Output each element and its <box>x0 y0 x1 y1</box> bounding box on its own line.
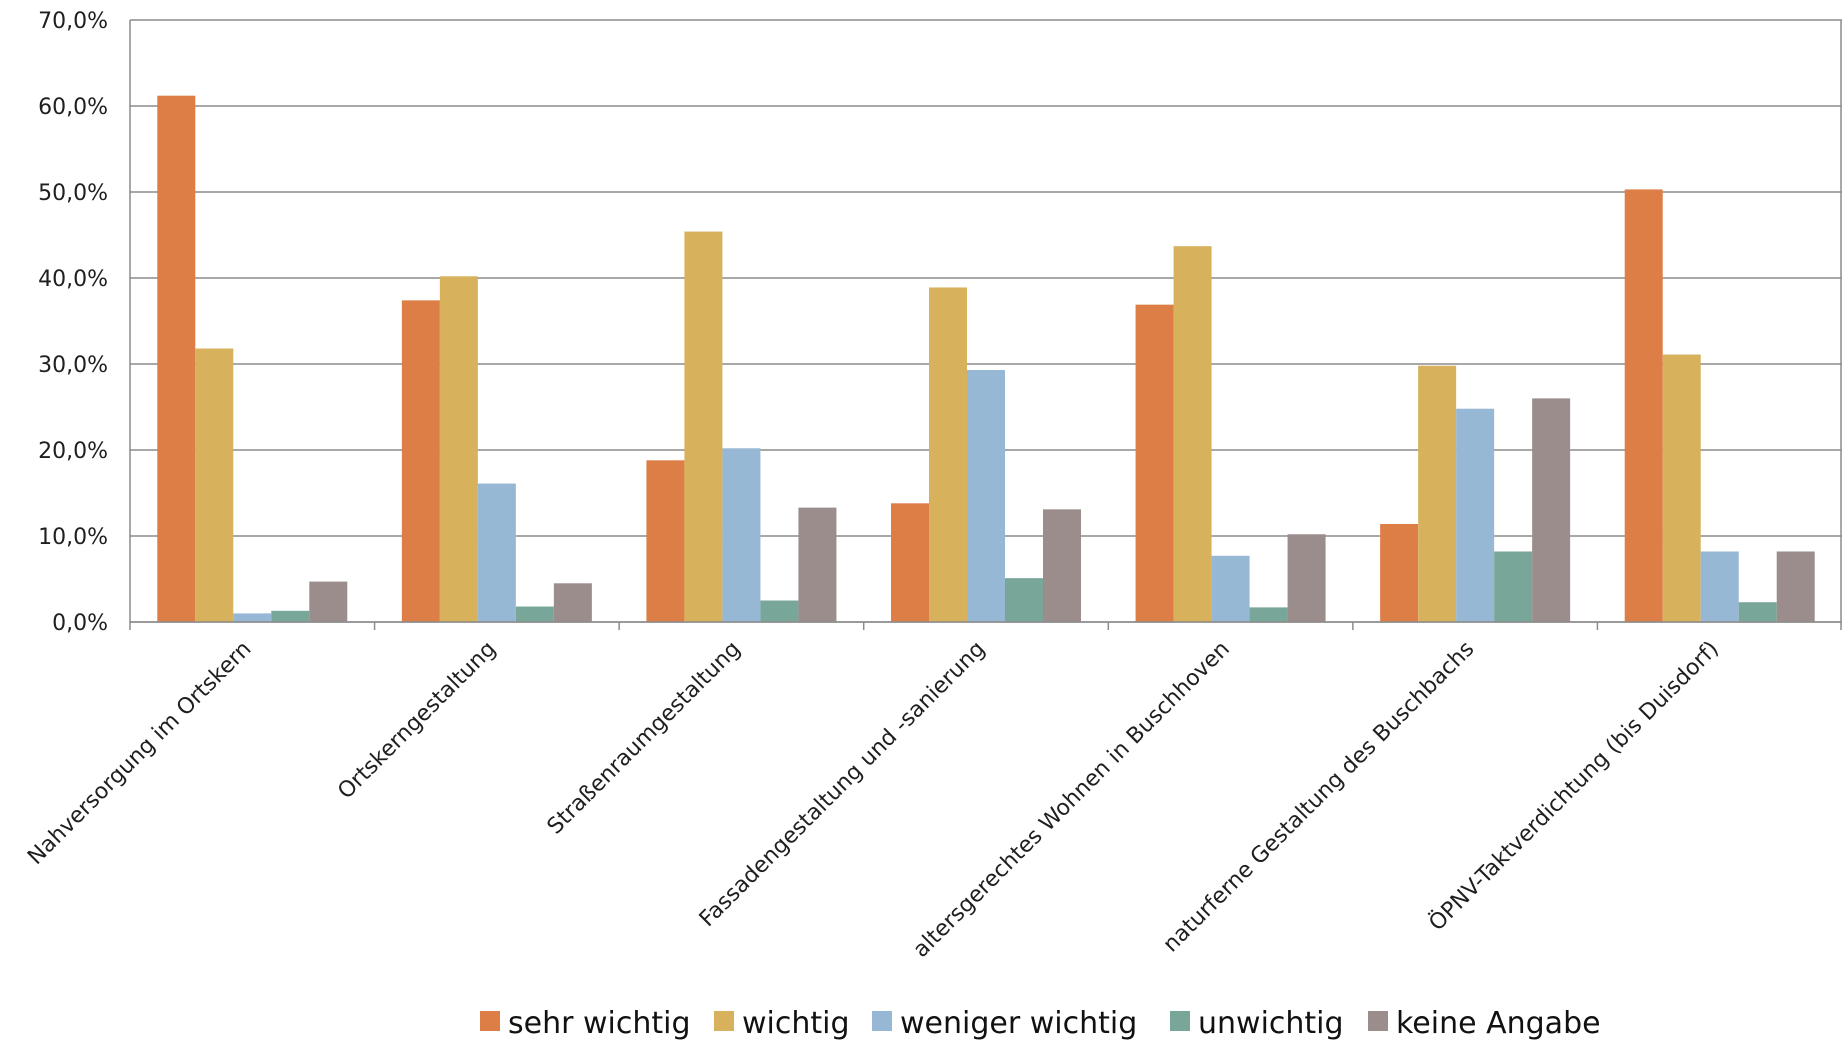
bar-wichtig-5 <box>1418 365 1457 622</box>
legend-swatch <box>872 1011 892 1031</box>
bar-weniger-wichtig-0 <box>233 613 272 622</box>
y-tick-label: 40,0% <box>38 267 108 292</box>
bar-unwichtig-0 <box>271 610 310 622</box>
legend-swatch <box>714 1011 734 1031</box>
x-category-label: Straßenraumgestaltung <box>543 637 746 840</box>
y-axis-tick-labels: 0,0% 10,0% 20,0% 30,0% 40,0% 50,0% 60,0% 70,0% <box>38 9 108 636</box>
legend-swatch <box>1368 1011 1388 1031</box>
x-axis-category-labels: Nahversorgung im Ortskern Ortskerngestalt… <box>23 636 1724 963</box>
bar-sehr-wichtig-2 <box>646 460 685 622</box>
x-category-label: ÖPNV-Taktverdichtung (bis Duisdorf) <box>1424 636 1724 936</box>
bar-wichtig-3 <box>929 287 967 622</box>
bar-unwichtig-6 <box>1738 602 1777 622</box>
bar-weniger-wichtig-6 <box>1700 551 1739 622</box>
y-tick-label: 20,0% <box>38 439 108 464</box>
legend: sehr wichtig wichtig weniger wichtig unwich… <box>480 1006 1601 1041</box>
bar-unwichtig-4 <box>1249 607 1288 622</box>
bar-weniger-wichtig-1 <box>477 483 516 622</box>
x-category-label: Nahversorgung im Ortskern <box>23 637 256 870</box>
y-tick-label: 60,0% <box>38 95 108 120</box>
y-tick-label: 50,0% <box>38 181 108 206</box>
legend-label: wichtig <box>742 1006 850 1041</box>
x-category-label: naturferne Gestaltung des Buschbachs <box>1159 637 1480 958</box>
legend-label: keine Angabe <box>1396 1006 1601 1041</box>
y-tick-label: 0,0% <box>52 611 108 636</box>
bar-keine-Angabe-5 <box>1532 398 1571 622</box>
bar-wichtig-1 <box>439 276 478 622</box>
bar-keine-Angabe-0 <box>309 581 348 622</box>
bar-sehr-wichtig-1 <box>401 300 440 622</box>
bar-keine-Angabe-2 <box>798 507 837 622</box>
bar-keine-Angabe-3 <box>1043 509 1081 622</box>
bar-unwichtig-3 <box>1005 578 1043 622</box>
legend-label: sehr wichtig <box>508 1006 691 1041</box>
y-tick-label: 30,0% <box>38 353 108 378</box>
bar-keine-Angabe-1 <box>553 583 592 622</box>
bar-wichtig-0 <box>195 348 234 622</box>
legend-swatch <box>480 1011 500 1031</box>
legend-label: unwichtig <box>1198 1006 1344 1041</box>
bar-sehr-wichtig-0 <box>157 95 196 623</box>
bar-unwichtig-2 <box>760 600 799 622</box>
bar-sehr-wichtig-6 <box>1624 189 1663 623</box>
bar-sehr-wichtig-5 <box>1380 523 1419 622</box>
y-tick-label: 70,0% <box>38 9 108 34</box>
bar-sehr-wichtig-4 <box>1135 304 1174 622</box>
bar-sehr-wichtig-3 <box>891 503 929 622</box>
bar-wichtig-4 <box>1173 246 1212 622</box>
x-category-label: Ortskerngestaltung <box>333 637 501 805</box>
bar-wichtig-6 <box>1662 354 1701 622</box>
bar-wichtig-2 <box>684 231 723 622</box>
y-tick-label: 10,0% <box>38 525 108 550</box>
bar-weniger-wichtig-4 <box>1211 555 1250 622</box>
bar-weniger-wichtig-5 <box>1456 408 1495 622</box>
legend-label: weniger wichtig <box>900 1006 1137 1041</box>
x-category-label: Fassadengestaltung und -sanierung <box>695 637 990 932</box>
axes-layer <box>129 20 1842 630</box>
legend-swatch <box>1170 1011 1190 1031</box>
bars-layer <box>157 95 1815 623</box>
bar-keine-Angabe-4 <box>1287 534 1326 622</box>
bar-unwichtig-5 <box>1494 551 1533 622</box>
bar-weniger-wichtig-3 <box>967 370 1005 622</box>
bar-weniger-wichtig-2 <box>722 448 761 622</box>
bar-keine-Angabe-6 <box>1776 551 1815 622</box>
bar-unwichtig-1 <box>515 606 554 622</box>
